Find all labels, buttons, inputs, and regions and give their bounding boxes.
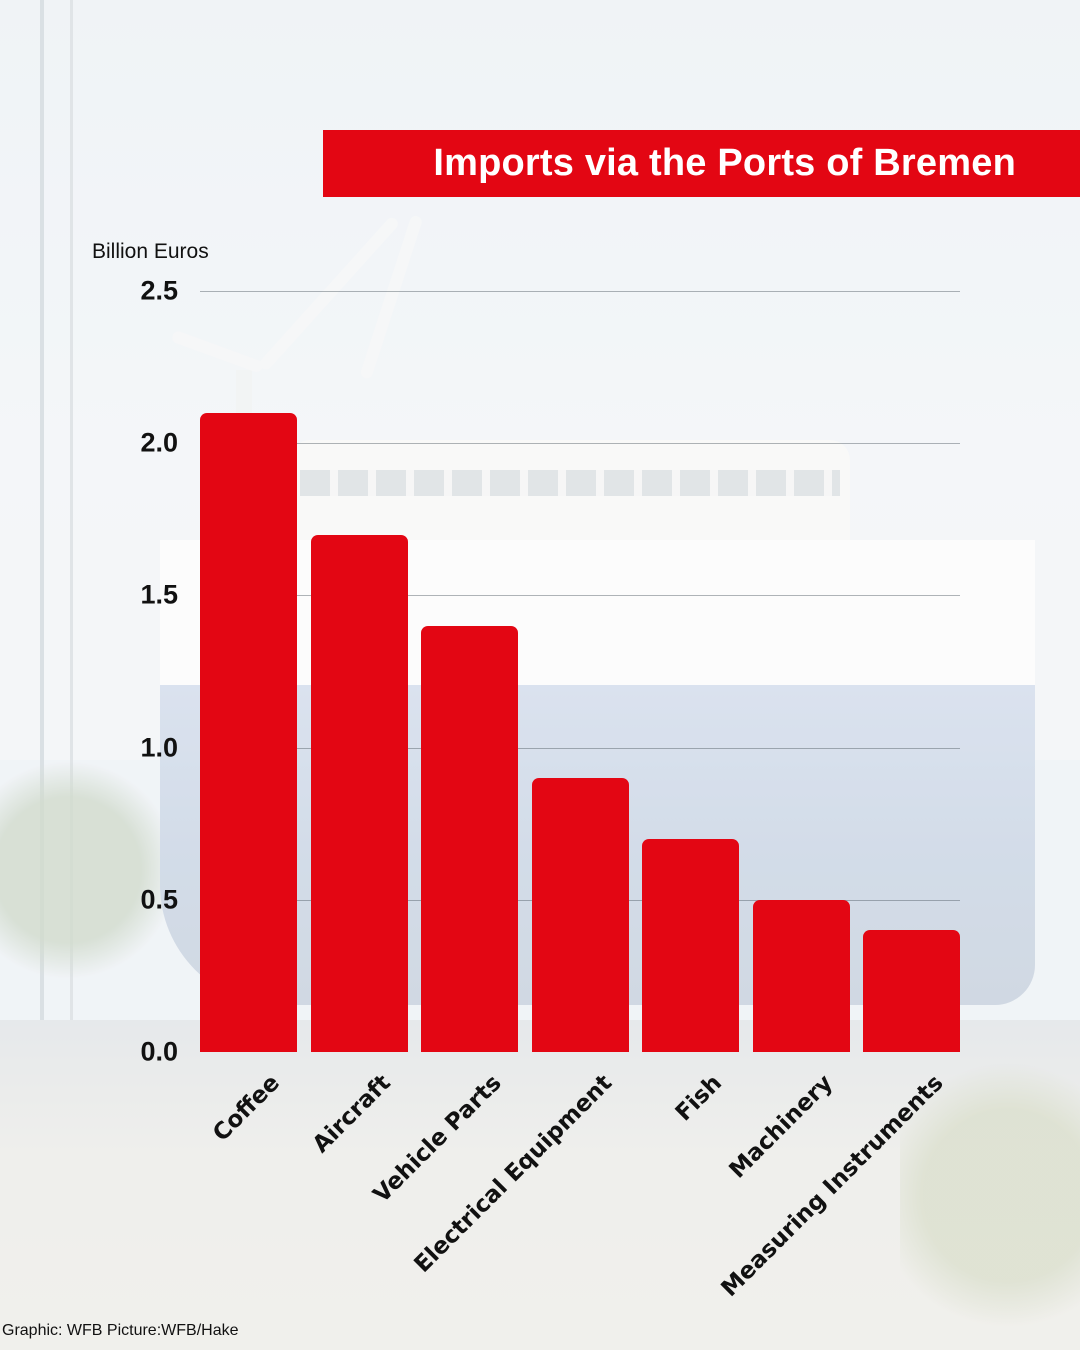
bar-aircraft (311, 535, 408, 1052)
x-axis-label: Electrical Equipment (408, 1070, 617, 1278)
x-axis-label: Machinery (723, 1070, 838, 1184)
x-axis-label: Measuring Instruments (715, 1070, 948, 1303)
bar-electrical-equipment (532, 778, 629, 1052)
y-axis-unit-label: Billion Euros (92, 240, 209, 263)
ship-upper-deck (160, 540, 1035, 685)
gridline (200, 595, 960, 596)
bar-measuring-instruments (863, 930, 960, 1052)
y-tick-label: 1.0 (140, 732, 178, 763)
credit-text: Graphic: WFB Picture:WFB/Hake (2, 1322, 239, 1339)
bar-coffee (200, 413, 297, 1052)
y-tick-label: 0.0 (140, 1036, 178, 1067)
gridline (200, 291, 960, 292)
y-tick-label: 0.5 (140, 884, 178, 915)
trees-left (0, 720, 170, 1020)
bar-machinery (753, 900, 850, 1052)
bar-vehicle-parts (421, 626, 518, 1052)
x-axis-label: Fish (670, 1070, 727, 1127)
x-axis-label: Aircraft (307, 1070, 396, 1159)
ship-bridge-windows (300, 470, 840, 496)
y-tick-label: 2.5 (140, 275, 178, 306)
crane-mast-secondary (70, 0, 73, 1020)
gridline (200, 443, 960, 444)
chart-title: Imports via the Ports of Bremen (433, 142, 1016, 184)
y-tick-label: 2.0 (140, 427, 178, 458)
x-axis-label: Coffee (207, 1070, 285, 1147)
crane-mast (40, 0, 44, 1020)
title-banner: Imports via the Ports of Bremen (323, 130, 1080, 197)
trees-right (900, 1040, 1080, 1350)
gridline (200, 748, 960, 749)
bar-fish (642, 839, 739, 1052)
y-tick-label: 1.5 (140, 579, 178, 610)
